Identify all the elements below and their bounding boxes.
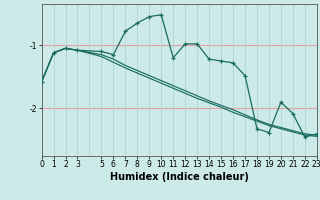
X-axis label: Humidex (Indice chaleur): Humidex (Indice chaleur) [110,172,249,182]
